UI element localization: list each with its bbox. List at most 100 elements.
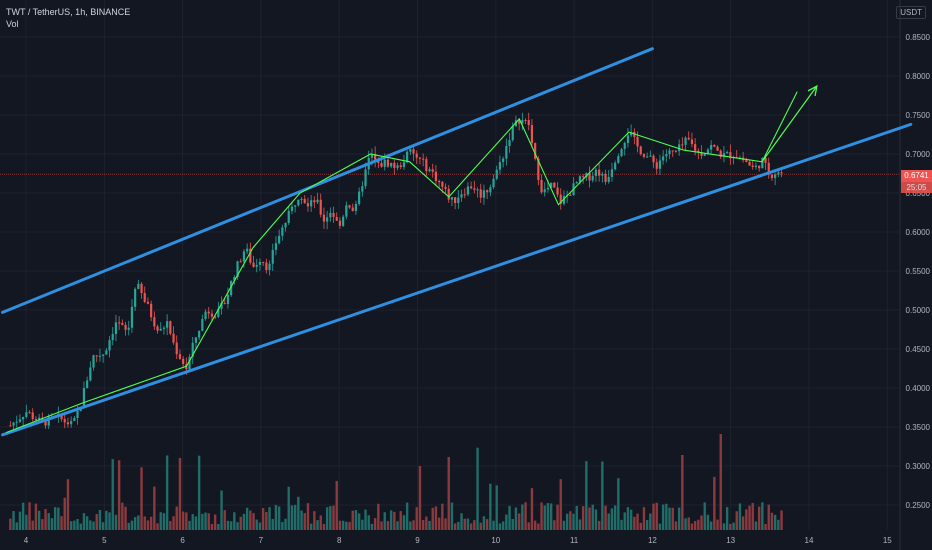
volume-bar — [421, 519, 425, 530]
volume-bar — [233, 512, 236, 530]
volume-bar — [425, 516, 428, 530]
candle-body — [434, 171, 438, 182]
price-axis[interactable]: 0.8500 0.8000 0.7500 0.7000 0.6500 0.6000 0.55… — [906, 33, 931, 510]
volume-bar — [178, 457, 182, 530]
candle-body — [646, 156, 649, 158]
volume-bar — [28, 502, 31, 530]
candle-body — [719, 150, 722, 157]
volume-bar — [700, 515, 703, 530]
volume-bar — [674, 521, 678, 530]
candle-body — [63, 419, 66, 423]
volume-bar — [89, 520, 92, 530]
volume-bar — [354, 510, 358, 530]
volume-bar — [645, 520, 649, 530]
candle-body — [393, 162, 396, 168]
volume-bar — [73, 520, 76, 530]
volume-bar — [37, 510, 41, 530]
volume-bar — [76, 518, 79, 530]
candle-body — [140, 283, 143, 294]
candle-body — [649, 155, 652, 157]
volume-bar — [767, 504, 770, 530]
volume-bar — [201, 513, 204, 530]
candle-body — [137, 283, 140, 289]
candle-body — [153, 317, 156, 327]
volume-bar — [165, 455, 169, 530]
trend-drawings[interactable] — [1, 47, 913, 437]
candle-body — [108, 340, 111, 351]
candle-body — [438, 181, 441, 183]
candle-body — [76, 410, 79, 418]
candle-body — [604, 173, 607, 182]
candle-body — [473, 188, 476, 190]
candle-body — [98, 355, 102, 357]
volume-bar — [517, 513, 521, 530]
candle-body — [745, 160, 748, 162]
candle-body — [601, 173, 604, 176]
volume-bars — [9, 434, 783, 530]
price-tick-label: 0.6500 — [906, 189, 931, 198]
candle-body — [25, 412, 28, 417]
volume-label[interactable]: Vol — [6, 19, 19, 29]
candle-body — [290, 206, 294, 211]
candle-body — [370, 154, 374, 158]
candle-body — [223, 302, 226, 304]
volume-bar — [757, 506, 761, 530]
candle-body — [166, 321, 169, 328]
time-tick-label: 6 — [180, 536, 185, 545]
volume-bar — [380, 521, 383, 530]
volume-bar — [431, 507, 434, 530]
volume-bar — [281, 521, 284, 530]
volume-bar — [601, 461, 604, 530]
volume-bar — [12, 511, 15, 530]
volume-bar — [188, 520, 191, 530]
candle-body — [594, 169, 598, 176]
volume-bar — [489, 483, 492, 530]
candle-body — [479, 189, 482, 198]
volume-bar — [85, 516, 89, 530]
candle-body — [102, 354, 105, 356]
candle-body — [511, 126, 514, 141]
candle-body — [390, 162, 393, 167]
volume-bar — [300, 510, 303, 530]
volume-bar — [591, 504, 594, 530]
volume-bar — [348, 521, 351, 530]
price-tick-label: 0.8000 — [906, 72, 931, 81]
candle-body — [230, 280, 233, 296]
volume-bar — [252, 513, 255, 530]
candle-body — [495, 169, 498, 179]
candle-body — [303, 198, 306, 204]
volume-bar — [261, 508, 265, 530]
candle-body — [182, 358, 185, 365]
volume-bar — [773, 514, 777, 530]
volume-bar — [524, 502, 527, 530]
candle-body — [210, 313, 214, 317]
volume-bar — [322, 523, 326, 530]
candle-body — [124, 324, 127, 330]
volume-bar — [697, 519, 700, 530]
candle-body — [396, 165, 399, 168]
candle-body — [729, 152, 732, 159]
volume-bar — [105, 510, 108, 530]
zigzag-line — [6, 91, 798, 433]
candlesticks — [9, 112, 783, 433]
volume-bar — [546, 503, 550, 530]
volume-bar — [143, 516, 146, 530]
volume-bar — [732, 522, 735, 530]
candle-body — [204, 311, 207, 319]
candle-body — [191, 342, 194, 357]
currency-badge[interactable]: USDT — [896, 6, 926, 19]
price-tick-label: 0.3500 — [906, 423, 931, 432]
symbol-title[interactable]: TWT / TetherUS, 1h, BINANCE — [6, 7, 131, 17]
volume-bar — [386, 521, 390, 530]
volume-bar — [565, 513, 569, 530]
candle-body — [630, 131, 633, 136]
volume-bar — [623, 512, 626, 530]
volume-bar — [745, 509, 748, 530]
time-axis[interactable]: 4 5 6 7 8 9 10 11 12 13 14 15 — [24, 536, 893, 545]
candle-body — [169, 321, 172, 334]
volume-bar — [25, 514, 28, 530]
candle-body — [105, 350, 108, 355]
volume-bar — [473, 520, 476, 530]
time-tick-label: 8 — [337, 536, 342, 545]
